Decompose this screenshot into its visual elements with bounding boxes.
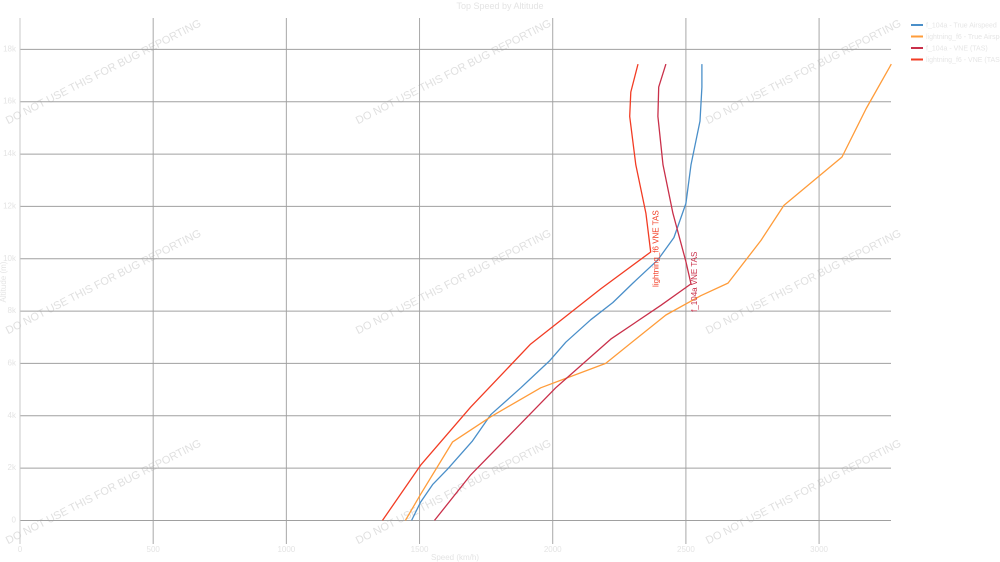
series-line-2 bbox=[433, 63, 692, 521]
y-tick-label: 16k bbox=[3, 97, 17, 106]
y-tick-label: 6k bbox=[8, 358, 17, 367]
watermark-text: DO NOT USE THIS FOR BUG REPORTING bbox=[704, 438, 903, 547]
y-tick-label: 18k bbox=[3, 44, 17, 53]
y-tick-label: 2k bbox=[8, 463, 17, 472]
legend-entry[interactable]: f_104a - VNE (TAS) bbox=[926, 46, 988, 53]
y-axis-label: Altitude (m) bbox=[0, 261, 8, 302]
series-lines bbox=[381, 63, 892, 521]
x-tick-label: 3000 bbox=[810, 545, 828, 554]
series-line-1 bbox=[404, 63, 892, 521]
watermark-text: DO NOT USE THIS FOR BUG REPORTING bbox=[4, 438, 203, 547]
y-tick-label: 12k bbox=[3, 201, 17, 210]
x-tick-label: 0 bbox=[18, 545, 23, 554]
x-tick-label: 1500 bbox=[411, 545, 429, 554]
watermark-text: DO NOT USE THIS FOR BUG REPORTING bbox=[354, 18, 553, 127]
legend-entry[interactable]: lightning_f6 - True Airspeed bbox=[926, 34, 1000, 41]
y-tick-label: 8k bbox=[8, 306, 17, 315]
annotations: lightning_f6 VNE TAS f_104a VNE TAS bbox=[652, 210, 699, 312]
watermark-text: DO NOT USE THIS FOR BUG REPORTING bbox=[4, 18, 203, 127]
series-line-3 bbox=[381, 63, 652, 521]
legend-entry[interactable]: f_104a - True Airspeed bbox=[926, 23, 997, 30]
x-tick-label: 2500 bbox=[677, 545, 695, 554]
x-tick-label: 500 bbox=[147, 545, 161, 554]
series-line-0 bbox=[411, 64, 703, 521]
legend[interactable]: f_104a - True Airspeed lightning_f6 - Tru… bbox=[911, 23, 1000, 65]
x-tick-label: 1000 bbox=[277, 545, 295, 554]
watermark-text: DO NOT USE THIS FOR BUG REPORTING bbox=[354, 438, 553, 547]
grid: 0 500 1000 1500 2000 2500 3000 0 2k 4k 6k 8k 10k 12k 1… bbox=[3, 18, 891, 554]
watermark-text: DO NOT USE THIS FOR BUG REPORTING bbox=[704, 228, 903, 337]
watermark-text: DO NOT USE THIS FOR BUG REPORTING bbox=[704, 18, 903, 127]
y-tick-label: 4k bbox=[8, 411, 17, 420]
x-tick-label: 2000 bbox=[544, 545, 562, 554]
y-tick-label: 14k bbox=[3, 149, 17, 158]
watermark-text: DO NOT USE THIS FOR BUG REPORTING bbox=[354, 228, 553, 337]
x-axis-label: Speed (km/h) bbox=[431, 553, 479, 562]
watermark-text: DO NOT USE THIS FOR BUG REPORTING bbox=[4, 228, 203, 337]
y-tick-label: 10k bbox=[3, 254, 17, 263]
annotation-label: lightning_f6 VNE TAS bbox=[652, 210, 661, 287]
y-tick-label: 0 bbox=[12, 515, 17, 524]
annotation-label: f_104a VNE TAS bbox=[690, 252, 699, 312]
legend-entry[interactable]: lightning_f6 - VNE (TAS) bbox=[926, 57, 1000, 64]
chart-title: Top Speed by Altitude bbox=[456, 1, 543, 11]
